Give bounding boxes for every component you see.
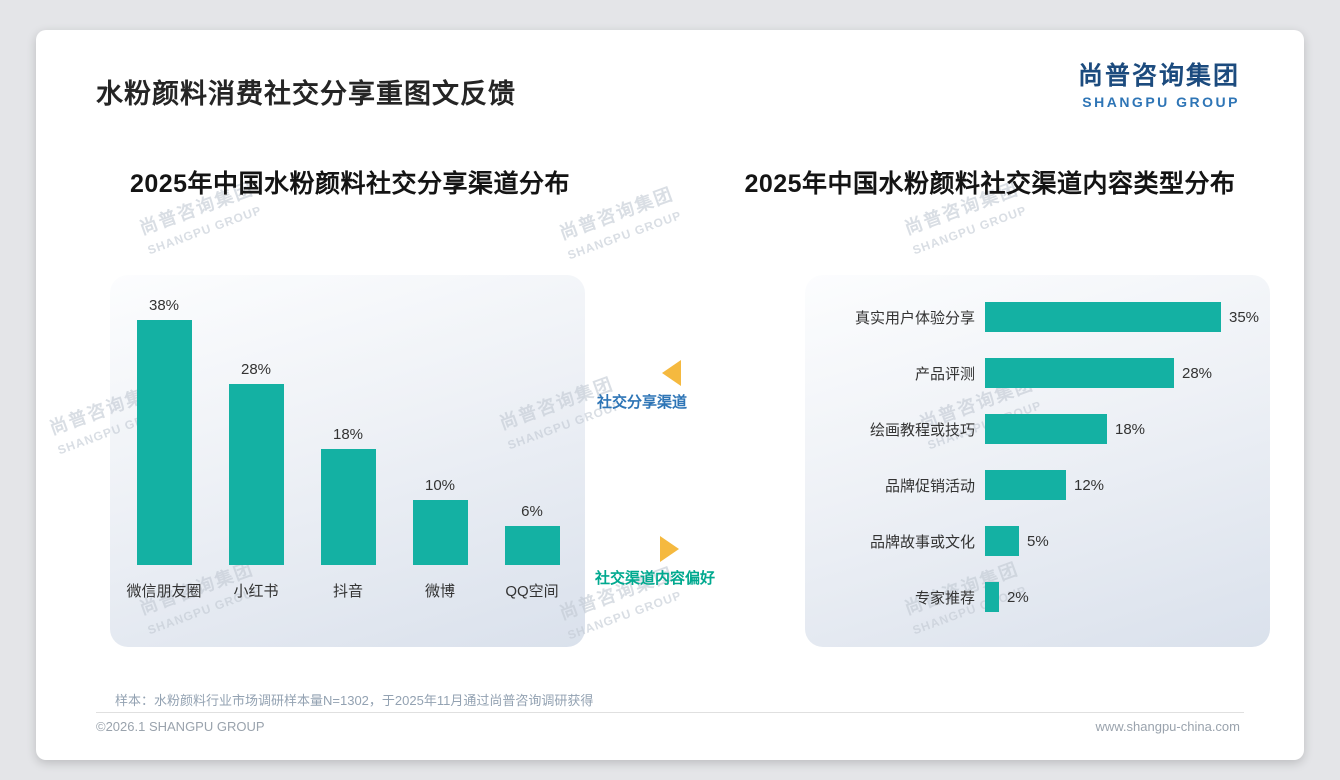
category-label: 品牌促销活动 — [884, 477, 975, 495]
bar-row: 品牌促销活动 12% — [815, 457, 1257, 513]
bar-area: 10% — [412, 293, 468, 565]
annotation-label: 社交渠道内容偏好 — [594, 570, 715, 587]
sample-note: 样本：水粉颜料行业市场调研样本量N=1302，于2025年11月通过尚普咨询调研… — [115, 693, 594, 708]
right-chart-panel — [805, 275, 1270, 647]
page-title: 水粉颜料消费社交分享重图文反馈 — [96, 79, 516, 109]
bar-value-label: 18% — [1115, 420, 1146, 438]
company-logo: 尚普咨询集团 SHANGPU GROUP — [1078, 56, 1240, 110]
channel-bar-chart: 38% 微信朋友圈 28% 小红书 18% 抖音 10% 微博 6% QQ空间 — [118, 293, 578, 601]
bar — [985, 414, 1107, 444]
bar — [320, 449, 376, 565]
category-label: QQ空间 — [505, 583, 559, 600]
bar-track: 28% — [985, 358, 1257, 388]
category-label: 产品评测 — [914, 365, 975, 383]
bar — [985, 526, 1019, 556]
left-chart-title: 2025年中国水粉颜料社交分享渠道分布 — [129, 170, 571, 198]
annotation-content-preference: 社交渠道内容偏好 — [590, 536, 720, 588]
category-label: 微博 — [424, 583, 455, 600]
bar — [985, 582, 999, 612]
footer-website: www.shangpu-china.com — [1095, 719, 1240, 734]
bar-value-label: 38% — [148, 297, 180, 314]
bar — [412, 500, 468, 565]
bar-area: 6% — [504, 293, 560, 565]
content-type-bar-chart: 真实用户体验分享 35% 产品评测 28% 绘画教程或技巧 18% 品牌促销活动 12% 品牌故… — [815, 289, 1259, 625]
bar-value-label: 18% — [332, 426, 364, 443]
bar-row: 专家推荐 2% — [815, 569, 1257, 625]
bar-row: 产品评测 28% — [815, 345, 1257, 401]
bar-value-label: 28% — [240, 361, 272, 378]
bar-row: 品牌故事或文化 5% — [815, 513, 1257, 569]
bar — [985, 358, 1174, 388]
category-label: 绘画教程或技巧 — [869, 421, 975, 439]
category-label: 专家推荐 — [914, 589, 975, 607]
category-label: 小红书 — [233, 583, 279, 600]
arrow-right-icon — [660, 536, 679, 562]
bar-track: 35% — [985, 302, 1259, 332]
bar-area: 28% — [228, 293, 284, 565]
bar — [136, 320, 192, 565]
category-label: 真实用户体验分享 — [854, 309, 975, 327]
bar — [985, 302, 1221, 332]
bar-track: 2% — [985, 582, 1257, 612]
footer-divider — [96, 712, 1244, 713]
bar-column: 18% 抖音 — [302, 293, 394, 601]
bar-value-label: 35% — [1229, 308, 1260, 326]
bar-track: 18% — [985, 414, 1257, 444]
bar — [504, 526, 560, 565]
bar-row: 绘画教程或技巧 18% — [815, 401, 1257, 457]
footer-copyright: ©2026.1 SHANGPU GROUP — [96, 719, 265, 734]
bar-column: 38% 微信朋友圈 — [118, 293, 210, 601]
bar-column: 6% QQ空间 — [486, 293, 578, 601]
bar-area: 18% — [320, 293, 376, 565]
bar-track: 12% — [985, 470, 1257, 500]
bar-value-label: 5% — [1027, 532, 1049, 550]
bar-value-label: 12% — [1074, 476, 1105, 494]
bar-area: 38% — [136, 293, 192, 565]
category-label: 品牌故事或文化 — [869, 533, 975, 551]
bar — [985, 470, 1066, 500]
annotation-sharing-channels: 社交分享渠道 — [592, 360, 692, 412]
bar-value-label: 6% — [521, 503, 543, 520]
category-label: 抖音 — [332, 583, 363, 600]
logo-en-text: SHANGPU GROUP — [1082, 94, 1240, 110]
bar-column: 28% 小红书 — [210, 293, 302, 601]
bar-column: 10% 微博 — [394, 293, 486, 601]
bar-row: 真实用户体验分享 35% — [815, 289, 1259, 345]
annotation-label: 社交分享渠道 — [596, 394, 687, 411]
bar-value-label: 28% — [1182, 364, 1213, 382]
bar — [228, 384, 284, 565]
right-chart-title: 2025年中国水粉颜料社交渠道内容类型分布 — [744, 170, 1236, 198]
arrow-left-icon — [662, 360, 681, 386]
category-label: 微信朋友圈 — [126, 583, 202, 600]
bar-track: 5% — [985, 526, 1257, 556]
bar-value-label: 2% — [1007, 588, 1029, 606]
bar-value-label: 10% — [424, 477, 456, 494]
logo-cn-text: 尚普咨询集团 — [1077, 62, 1240, 90]
